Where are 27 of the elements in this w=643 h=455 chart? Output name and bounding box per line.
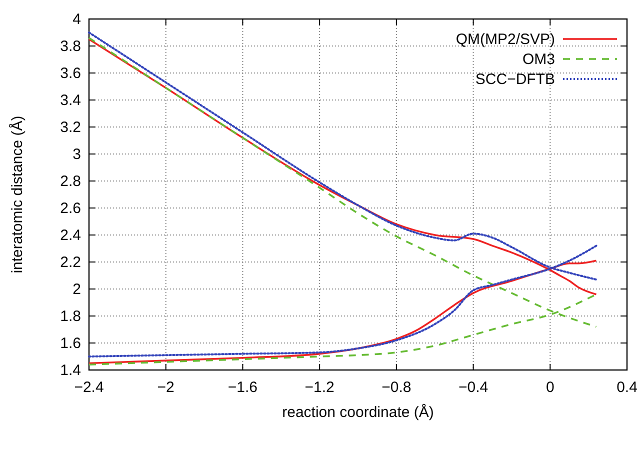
- legend-label: SCC−DFTB: [475, 71, 555, 88]
- y-tick-label: 2.4: [60, 227, 81, 244]
- y-tick-label: 1.4: [60, 362, 81, 379]
- y-tick-label: 2: [72, 281, 81, 298]
- x-tick-label: 0: [546, 379, 554, 396]
- legend-label: OM3: [522, 51, 555, 68]
- y-tick-label: 3.6: [60, 65, 81, 82]
- y-tick-label: 1.8: [60, 308, 81, 325]
- y-tick-label: 2.6: [60, 200, 81, 217]
- x-tick-label: −2: [157, 379, 174, 396]
- y-tick-label: 1.6: [60, 335, 81, 352]
- x-axis-title: reaction coordinate (Å): [282, 403, 434, 421]
- x-tick-label: 0.4: [616, 379, 638, 396]
- y-tick-label: 2.2: [60, 254, 81, 271]
- y-tick-label: 2.8: [60, 173, 81, 190]
- legend-label: QM(MP2/SVP): [456, 31, 555, 48]
- x-tick-label: −2.4: [74, 379, 104, 396]
- x-tick-label: −1.6: [228, 379, 258, 396]
- x-tick-label: −1.2: [304, 379, 334, 396]
- y-axis-title: interatomic distance (Å): [8, 116, 26, 274]
- y-tick-label: 4: [72, 11, 81, 28]
- y-tick-label: 3.8: [60, 38, 81, 55]
- y-tick-label: 3.4: [60, 92, 81, 109]
- y-tick-label: 3.2: [60, 119, 81, 136]
- x-tick-label: −0.8: [382, 379, 412, 396]
- x-tick-label: −0.4: [458, 379, 488, 396]
- y-tick-label: 3: [72, 146, 81, 163]
